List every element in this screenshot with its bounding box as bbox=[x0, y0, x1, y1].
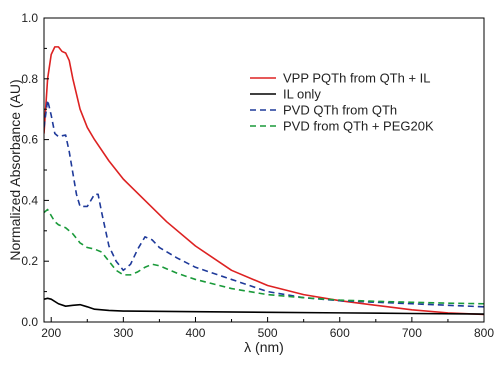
axes-frame bbox=[43, 17, 485, 323]
y-tick-label: 0.0 bbox=[21, 315, 38, 329]
series-line-2 bbox=[44, 297, 484, 315]
x-tick-label: 500 bbox=[258, 326, 278, 340]
x-tick-label: 300 bbox=[113, 326, 133, 340]
legend-label-3: PVD QTh from QTh bbox=[283, 103, 397, 118]
y-tick-label: 0.4 bbox=[21, 193, 38, 207]
legend-label-1: VPP PQTh from QTh + IL bbox=[283, 71, 431, 86]
legend-label-2: IL only bbox=[283, 87, 321, 102]
x-tick-label: 200 bbox=[41, 326, 61, 340]
y-axis-title: Normalized Absorbance (AU) bbox=[7, 79, 23, 260]
ticks-layer: 200 300 400 500 600 700 800 0.0 0.2 0.4 0.6 0.8 1.0 bbox=[21, 11, 494, 340]
x-tick-label: 800 bbox=[474, 326, 494, 340]
series-layer bbox=[44, 46, 484, 316]
y-tick-label: 0.8 bbox=[21, 72, 38, 86]
y-tick-label: 1.0 bbox=[21, 11, 38, 25]
legend-label-4: PVD from QTh + PEG20K bbox=[283, 119, 434, 134]
x-tick-label: 400 bbox=[185, 326, 205, 340]
y-tick-label: 0.2 bbox=[21, 254, 38, 268]
series-line-4 bbox=[44, 208, 484, 305]
plot-area: 200 300 400 500 600 700 800 0.0 0.2 0.4 0.6 0.8 1.0 bbox=[21, 11, 494, 340]
x-tick-label: 600 bbox=[330, 326, 350, 340]
x-tick-label: 700 bbox=[402, 326, 422, 340]
y-tick-label: 0.6 bbox=[21, 133, 38, 147]
x-axis-title: λ (nm) bbox=[244, 339, 284, 355]
series-line-1 bbox=[44, 46, 484, 316]
